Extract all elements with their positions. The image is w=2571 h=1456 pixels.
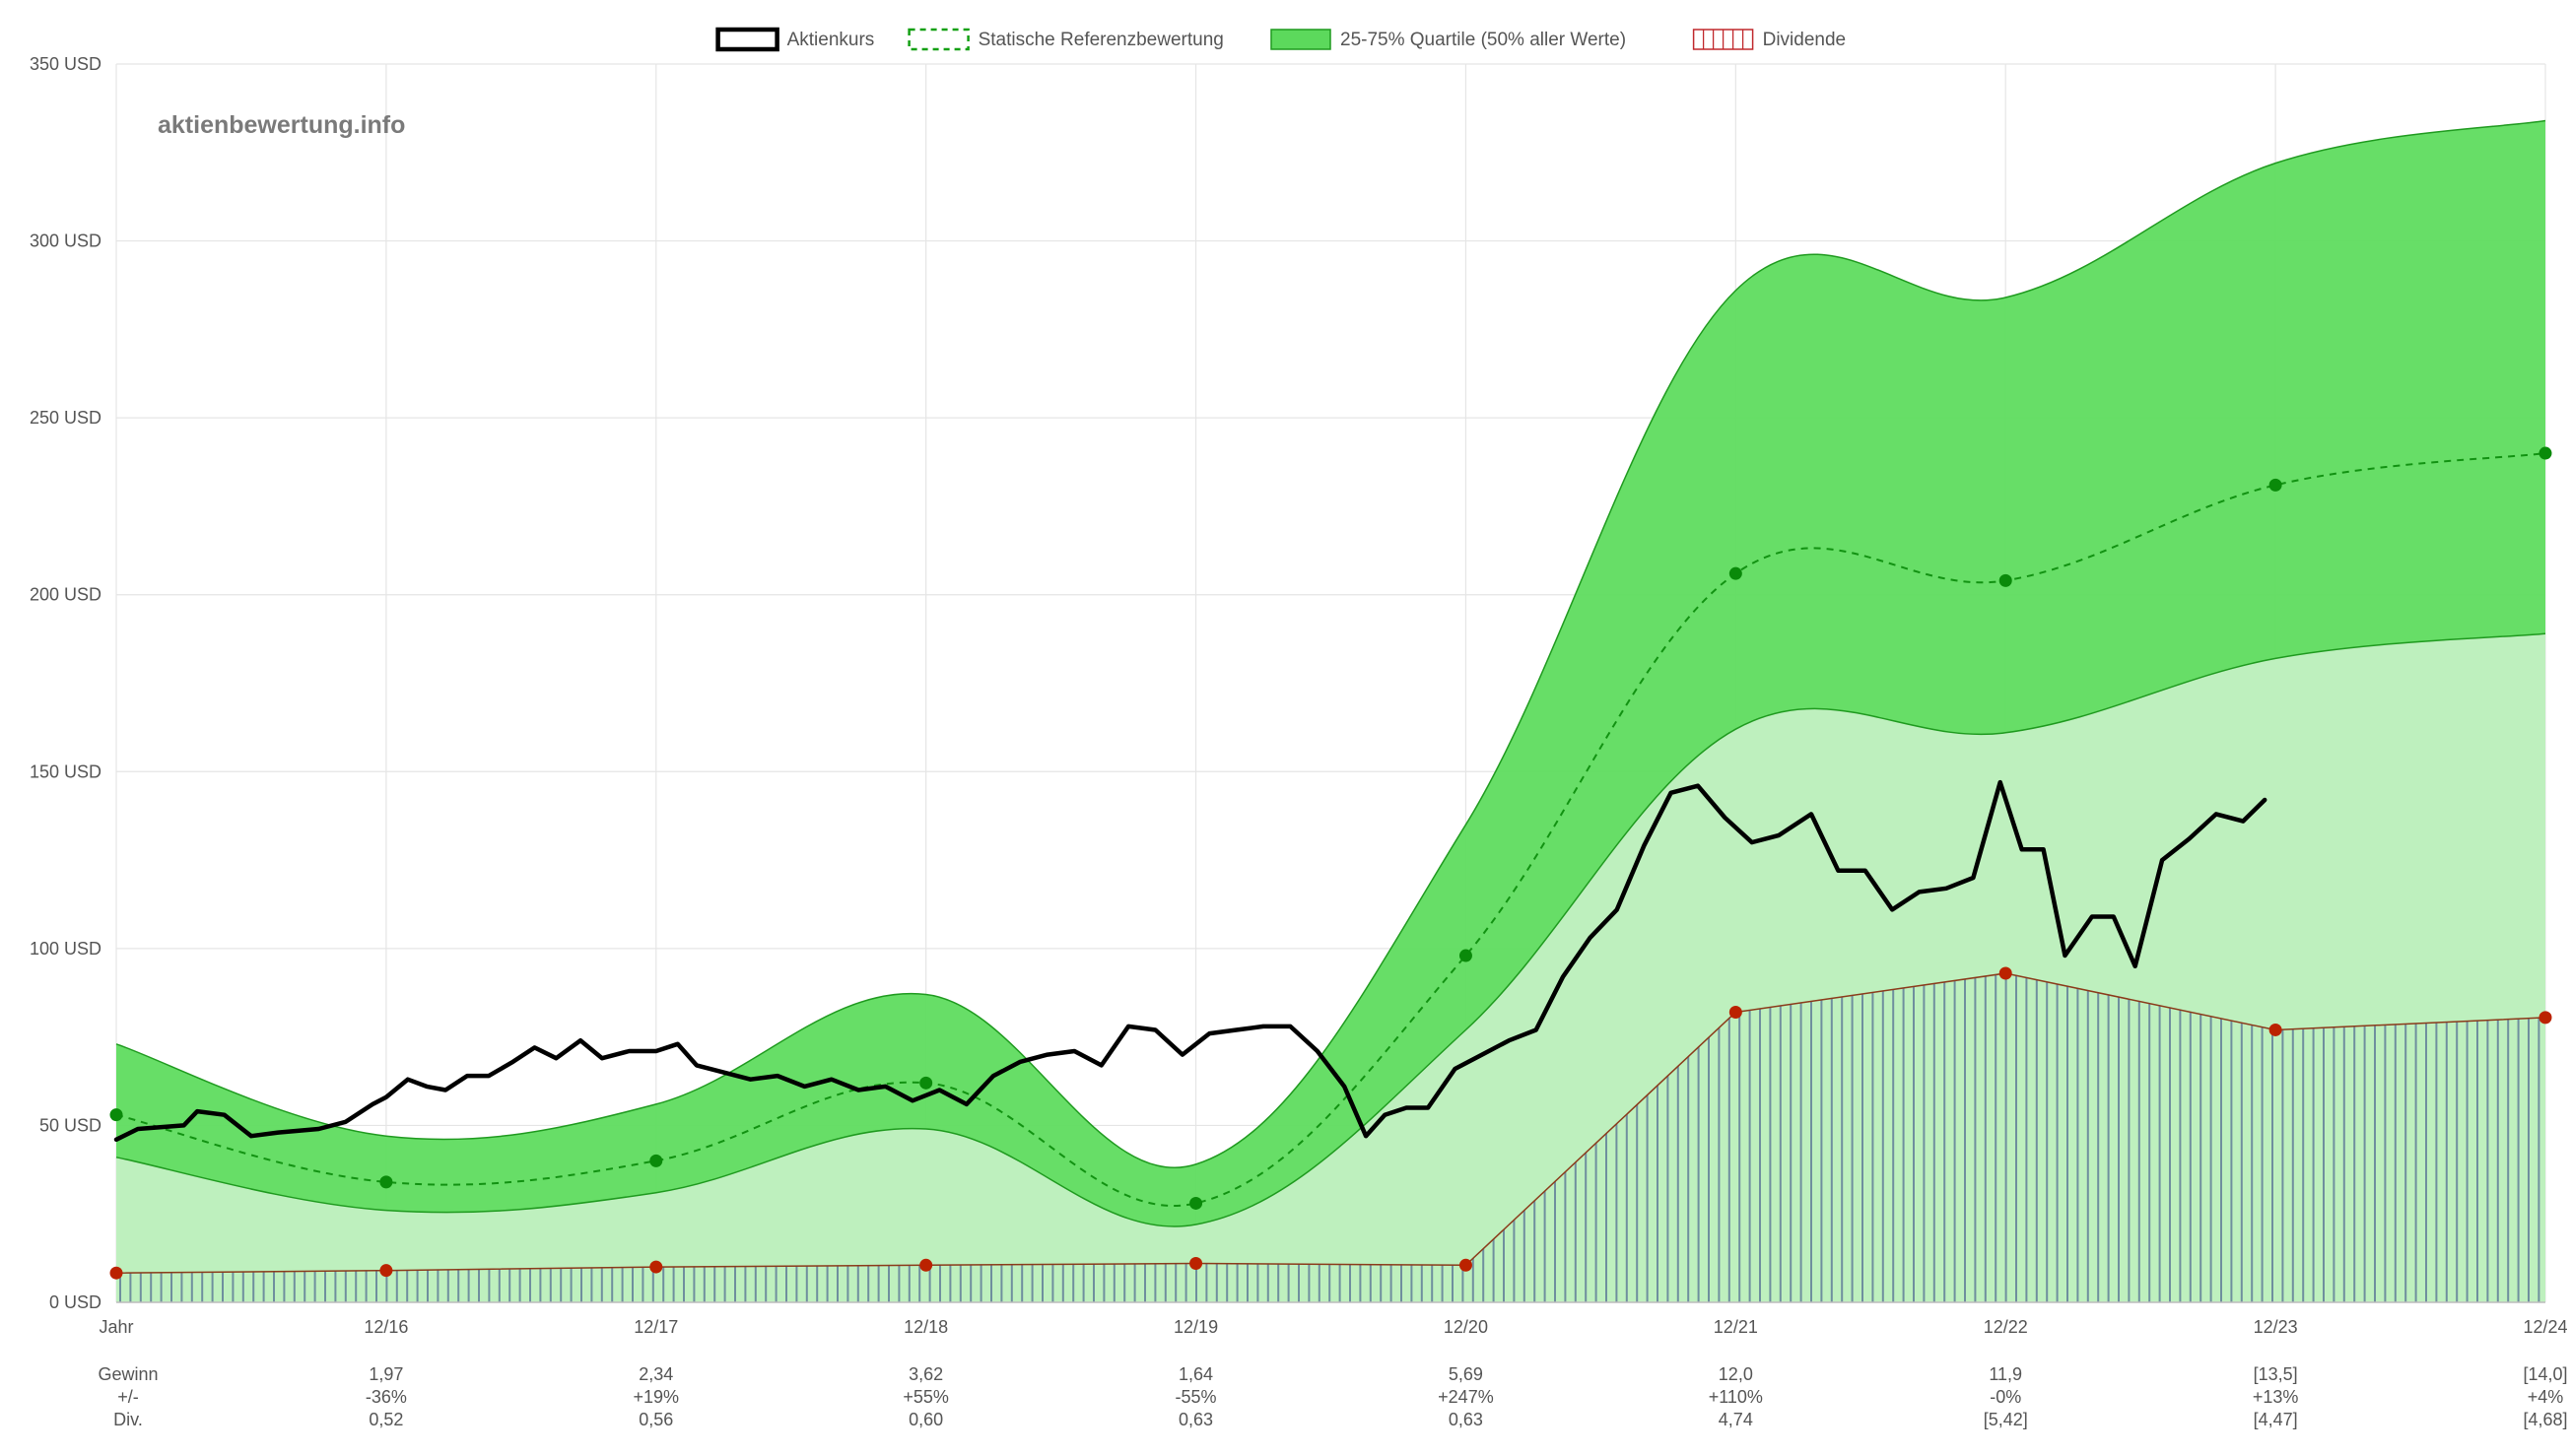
watermark: aktienbewertung.info xyxy=(158,111,405,139)
dividend-point xyxy=(1728,1006,1742,1020)
dividend-point xyxy=(1458,1258,1472,1272)
price-line xyxy=(113,779,2267,1143)
dividend-point xyxy=(2538,1011,2552,1025)
table-cell-change: +19% xyxy=(634,1387,680,1407)
legend-label: Dividende xyxy=(1763,30,1847,50)
legend-label: 25-75% Quartile (50% aller Werte) xyxy=(1340,30,1626,50)
reference-line xyxy=(115,452,2546,1207)
table-cell-gewinn: 1,97 xyxy=(369,1364,403,1384)
reference-point xyxy=(109,1108,123,1122)
reference-point xyxy=(1458,949,1472,962)
legend-item: Aktienkurs xyxy=(715,27,875,52)
dividend-point xyxy=(1998,966,2012,980)
reference-point xyxy=(919,1076,933,1090)
dividend-point xyxy=(2268,1023,2282,1036)
table-cell-change: +4% xyxy=(2528,1387,2564,1407)
table-row-label: Gewinn xyxy=(98,1364,158,1384)
y-tick-label: 350 USD xyxy=(30,54,101,74)
x-tick-label: 12/16 xyxy=(364,1317,408,1337)
reference-point xyxy=(649,1154,663,1167)
table-cell-change: +55% xyxy=(903,1387,949,1407)
table-cell-div: [4,68] xyxy=(2523,1410,2567,1429)
y-tick-label: 250 USD xyxy=(30,408,101,428)
table-cell-div: 0,63 xyxy=(1179,1410,1213,1429)
y-tick-label: 300 USD xyxy=(30,232,101,251)
x-tick-label: 12/17 xyxy=(634,1317,678,1337)
y-tick-label: 0 USD xyxy=(49,1292,101,1312)
metrics-table: Gewinn +/- Div. 1,97 -36% 0,52 2,34 +19% 0,56 3,6… xyxy=(98,1364,2567,1429)
table-cell-div: 0,60 xyxy=(909,1410,943,1429)
table-cell-gewinn: 2,34 xyxy=(639,1364,673,1384)
reference-point xyxy=(2538,446,2552,460)
lower-quartile-line xyxy=(115,632,2546,1227)
y-tick-label: 200 USD xyxy=(30,585,101,605)
lower-quartile-area xyxy=(116,633,2545,1302)
legend-swatch-quartile xyxy=(1270,29,1331,50)
legend-label: Aktienkurs xyxy=(787,30,875,50)
legend-swatch-reference xyxy=(908,28,970,51)
x-tick-label: 12/21 xyxy=(1714,1317,1758,1337)
table-cell-change: +247% xyxy=(1438,1387,1494,1407)
y-tick-label: 100 USD xyxy=(30,939,101,959)
reference-point xyxy=(2268,478,2282,492)
table-cell-div: [5,42] xyxy=(1984,1410,2028,1429)
reference-point xyxy=(1728,566,1742,580)
table-cell-gewinn: 3,62 xyxy=(909,1364,943,1384)
dividend-point xyxy=(109,1266,123,1280)
legend-item: Dividende xyxy=(1692,29,1847,50)
x-tick-label: 12/24 xyxy=(2523,1317,2567,1337)
dividend-point xyxy=(649,1260,663,1274)
table-cell-gewinn: 1,64 xyxy=(1179,1364,1213,1384)
upper-quartile-line xyxy=(115,119,2546,1168)
quartile-band-fill xyxy=(116,120,2545,1227)
table-cell-change: -36% xyxy=(366,1387,407,1407)
y-tick-label: 150 USD xyxy=(30,761,101,781)
reference-point xyxy=(1998,573,2012,587)
legend-label: Statische Referenzbewertung xyxy=(979,30,1224,50)
quartile-band xyxy=(115,119,2546,1302)
legend-item: Statische Referenzbewertung xyxy=(908,28,1224,51)
table-cell-div: 4,74 xyxy=(1719,1410,1753,1429)
table-cell-div: 0,52 xyxy=(369,1410,403,1429)
table-cell-div: [4,47] xyxy=(2254,1410,2298,1429)
reference-point xyxy=(379,1175,393,1189)
x-tick-label: 12/22 xyxy=(1984,1317,2028,1337)
table-cell-gewinn: 12,0 xyxy=(1719,1364,1753,1384)
table-cell-div: 0,56 xyxy=(639,1410,673,1429)
legend: Aktienkurs Statische Referenzbewertung 25-… xyxy=(715,27,1847,52)
table-row-label: +/- xyxy=(117,1387,139,1407)
table-cell-change: +110% xyxy=(1709,1387,1763,1407)
table-row-label: Div. xyxy=(113,1410,143,1429)
x-tick-label: 12/23 xyxy=(2254,1317,2298,1337)
table-cell-gewinn: [14,0] xyxy=(2523,1364,2567,1384)
dividend-point xyxy=(1189,1256,1203,1270)
stock-price xyxy=(113,779,2267,1143)
table-cell-gewinn: [13,5] xyxy=(2254,1364,2298,1384)
reference-valuation xyxy=(109,446,2552,1210)
legend-swatch-price xyxy=(715,27,779,52)
table-cell-change: -55% xyxy=(1176,1387,1217,1407)
x-tick-label: 12/20 xyxy=(1444,1317,1488,1337)
dividend-line xyxy=(115,972,2546,1274)
dividend-point xyxy=(379,1264,393,1278)
x-tick-label: Jahr xyxy=(99,1317,133,1337)
table-cell-change: +13% xyxy=(2253,1387,2299,1407)
axes: 0 USD 50 USD 100 USD 150 USD 200 USD 250 USD 3… xyxy=(30,54,2568,1337)
y-tick-label: 50 USD xyxy=(39,1115,101,1135)
x-tick-label: 12/18 xyxy=(904,1317,948,1337)
dividend-point xyxy=(919,1258,933,1272)
table-cell-gewinn: 5,69 xyxy=(1449,1364,1483,1384)
table-cell-gewinn: 11,9 xyxy=(1989,1364,2022,1384)
legend-item: 25-75% Quartile (50% aller Werte) xyxy=(1270,29,1626,50)
table-cell-div: 0,63 xyxy=(1449,1410,1483,1429)
reference-point xyxy=(1189,1196,1203,1210)
x-tick-label: 12/19 xyxy=(1174,1317,1218,1337)
table-cell-change: -0% xyxy=(1990,1387,2021,1407)
